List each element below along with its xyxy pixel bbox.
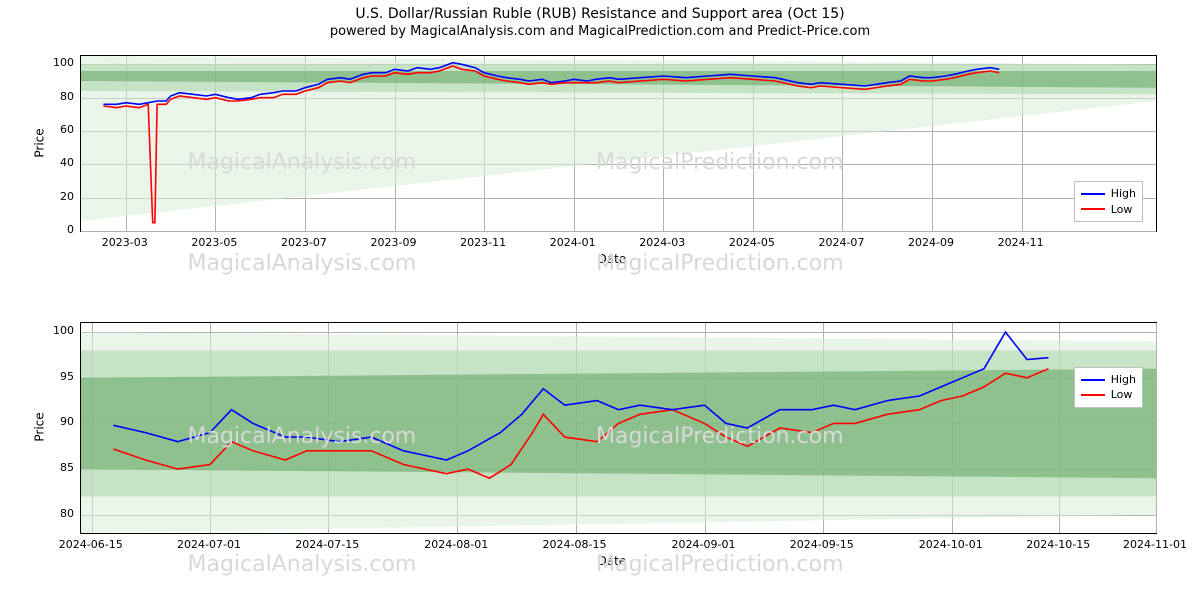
legend-label-high: High [1111,372,1136,387]
x-tick-label: 2023-07 [272,236,336,249]
x-tick-label: 2024-09-01 [672,538,736,551]
x-axis-label: Date [598,554,627,568]
legend-label-low: Low [1111,387,1133,402]
y-tick-label: 90 [60,415,74,428]
y-tick-label: 40 [60,156,74,169]
legend-swatch-low [1081,394,1105,396]
y-tick-label: 85 [60,461,74,474]
grid-line-h [81,231,1156,232]
x-tick-label: 2024-11 [989,236,1053,249]
y-tick-label: 20 [60,190,74,203]
plot-svg [81,323,1156,533]
legend-swatch-high [1081,193,1105,195]
watermark-text: MagicalPrediction.com [596,251,844,276]
x-tick-label: 2024-05 [720,236,784,249]
y-tick-label: 0 [67,223,74,236]
x-tick-label: 2024-06-15 [59,538,123,551]
legend-label-high: High [1111,186,1136,201]
watermark-text: MagicalAnalysis.com [188,552,417,577]
y-tick-label: 100 [53,324,74,337]
legend-swatch-high [1081,379,1105,381]
x-tick-label: 2024-07-01 [177,538,241,551]
x-tick-label: 2024-10-01 [919,538,983,551]
y-axis-label: Price [33,412,47,441]
x-tick-label: 2023-11 [451,236,515,249]
legend-row-low: Low [1081,202,1136,217]
watermark-text: MagicalAnalysis.com [188,251,417,276]
x-axis-label: Date [598,252,627,266]
legend-swatch-low [1081,208,1105,210]
y-tick-label: 100 [53,56,74,69]
x-tick-label: 2024-07-15 [295,538,359,551]
x-tick-label: 2024-08-01 [424,538,488,551]
watermark-text: MagicalPrediction.com [596,552,844,577]
plot-svg [81,56,1156,231]
x-tick-label: 2024-10-15 [1026,538,1090,551]
x-tick-label: 2024-07 [809,236,873,249]
y-tick-label: 60 [60,123,74,136]
chart-subtitle: powered by MagicalAnalysis.com and Magic… [0,22,1200,39]
y-tick-label: 80 [60,507,74,520]
x-tick-label: 2024-08-15 [543,538,607,551]
chart-legend: HighLow [1074,181,1143,222]
x-tick-label: 2024-11-01 [1123,538,1187,551]
x-tick-label: 2023-03 [93,236,157,249]
y-axis-label: Price [33,128,47,157]
y-tick-label: 80 [60,90,74,103]
legend-row-low: Low [1081,387,1136,402]
top-chart-panel [80,55,1157,232]
grid-line-v [1156,323,1157,533]
chart-title: U.S. Dollar/Russian Ruble (RUB) Resistan… [0,0,1200,22]
legend-label-low: Low [1111,202,1133,217]
bottom-chart-panel [80,322,1157,534]
legend-row-high: High [1081,372,1136,387]
y-tick-label: 95 [60,370,74,383]
x-tick-label: 2024-09 [899,236,963,249]
x-tick-label: 2024-03 [630,236,694,249]
chart-legend: HighLow [1074,367,1143,408]
x-tick-label: 2023-05 [182,236,246,249]
x-tick-label: 2023-09 [362,236,426,249]
x-tick-label: 2024-01 [541,236,605,249]
legend-row-high: High [1081,186,1136,201]
x-tick-label: 2024-09-15 [790,538,854,551]
